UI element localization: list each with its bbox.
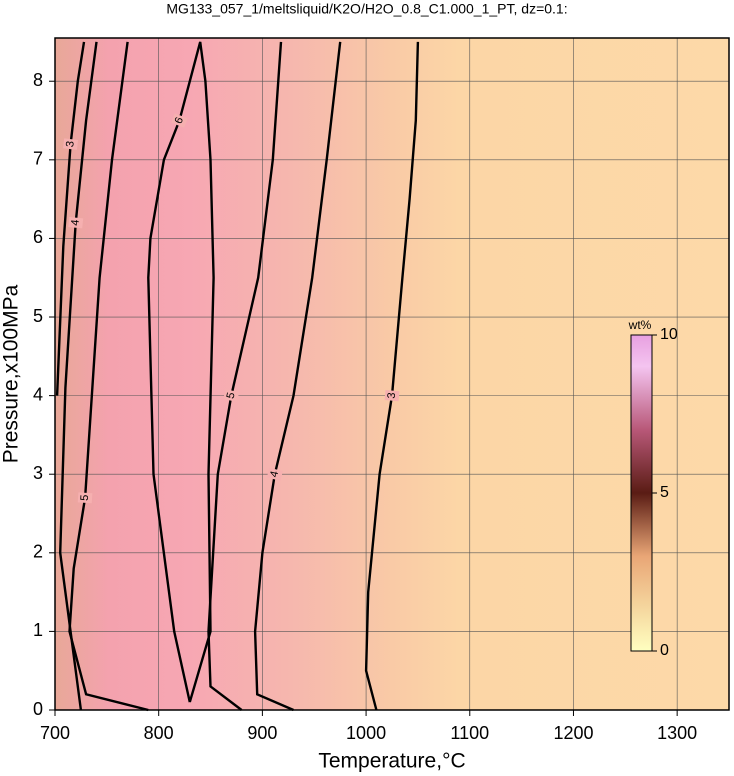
contour-label: 3: [64, 140, 77, 147]
y-tick-label: 8: [33, 70, 43, 90]
colorbar-tick-label: 5: [660, 484, 669, 501]
y-tick-label: 6: [33, 227, 43, 247]
contour-label: 4: [268, 470, 281, 479]
x-tick-label: 1000: [346, 723, 386, 743]
y-tick-label: 0: [33, 699, 43, 719]
colorbar-label: wt%: [628, 318, 652, 332]
y-tick-label: 3: [33, 463, 43, 483]
contour-label-bg: [266, 467, 283, 481]
x-axis-label: Temperature,°C: [318, 750, 465, 773]
y-tick-label: 4: [33, 384, 43, 404]
x-tick-label: 1300: [657, 723, 697, 743]
contour-label: 6: [173, 115, 186, 125]
plot-frame: [54, 37, 730, 711]
contour-label: 3: [386, 392, 398, 399]
x-tick-label: 800: [144, 723, 174, 743]
x-tick-label: 700: [40, 723, 70, 743]
x-tick-label: 1200: [553, 723, 593, 743]
plot-background: [55, 38, 729, 710]
x-tick-label: 1100: [450, 723, 489, 743]
x-tick-label: 900: [247, 723, 277, 743]
contour-label: 5: [79, 494, 91, 501]
contour-line: [68, 41, 149, 712]
y-tick-label: 2: [33, 542, 43, 562]
contour-label-bg: [171, 113, 188, 128]
contour-label-bg: [63, 138, 79, 150]
contour-label-bg: [68, 217, 84, 229]
y-tick-label: 7: [33, 149, 43, 169]
contour-label-bg: [384, 390, 400, 402]
contour-line: [207, 41, 283, 711]
chart-title: MG133_057_1/meltsliquid/K2O/H2O_0.8_C1.0…: [166, 1, 567, 17]
colorbar: [630, 334, 653, 652]
colorbar-tick-label: 0: [660, 642, 669, 659]
contour-label-bg: [223, 389, 240, 403]
contour-label: 4: [69, 219, 82, 226]
y-tick-label: 5: [33, 306, 43, 326]
contour-label: 5: [225, 391, 238, 400]
contour-line: [58, 41, 98, 711]
colorbar-tick-label: 10: [660, 326, 678, 343]
contour-label-bg: [77, 492, 93, 504]
y-axis-label: Pressure,x100MPa: [0, 284, 23, 463]
contour-line: [147, 41, 215, 703]
y-tick-label: 1: [33, 620, 43, 640]
